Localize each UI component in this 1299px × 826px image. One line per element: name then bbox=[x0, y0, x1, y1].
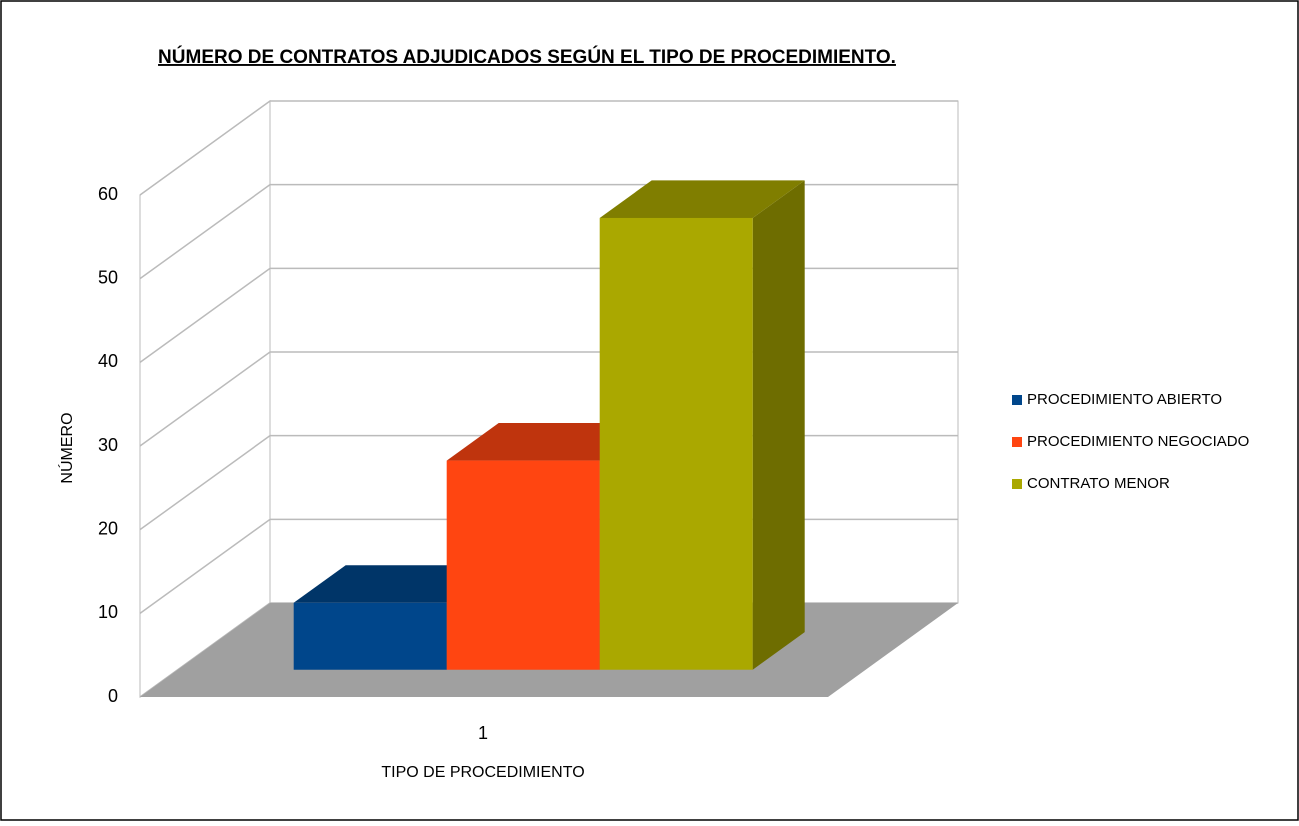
x-tick-label: 1 bbox=[478, 723, 488, 743]
y-tick-label: 30 bbox=[98, 435, 118, 455]
legend-swatch bbox=[1012, 395, 1022, 405]
legend-swatch bbox=[1012, 437, 1022, 447]
legend-label: PROCEDIMIENTO NEGOCIADO bbox=[1027, 433, 1249, 450]
y-axis-label: NÚMERO bbox=[57, 412, 76, 483]
bar-top bbox=[599, 180, 805, 218]
bar bbox=[446, 460, 600, 670]
bar bbox=[293, 602, 447, 670]
legend-swatch bbox=[1012, 479, 1022, 489]
legend-label: PROCEDIMIENTO ABIERTO bbox=[1027, 391, 1222, 408]
x-axis-label: TIPO DE PROCEDIMIENTO bbox=[381, 764, 584, 781]
y-tick-label: 40 bbox=[98, 351, 118, 371]
y-tick-label: 20 bbox=[98, 518, 118, 538]
y-tick-label: 50 bbox=[98, 267, 118, 287]
y-tick-label: 10 bbox=[98, 602, 118, 622]
bar bbox=[599, 217, 753, 670]
bar-side bbox=[752, 180, 805, 670]
grid-line bbox=[139, 100, 958, 196]
chart-title: NÚMERO DE CONTRATOS ADJUDICADOS SEGÚN EL… bbox=[158, 46, 896, 68]
y-tick-label: 60 bbox=[98, 184, 118, 204]
legend-label: CONTRATO MENOR bbox=[1027, 475, 1170, 492]
y-tick-label: 0 bbox=[108, 686, 118, 706]
